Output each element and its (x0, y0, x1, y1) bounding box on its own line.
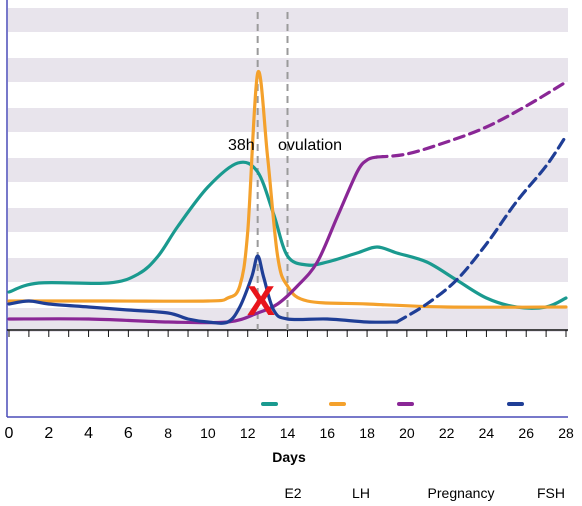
x-tick-label: 2 (44, 425, 53, 442)
x-tick-label: 20 (399, 425, 415, 441)
series-line-pregnancy (7, 155, 379, 325)
series-line-e2 (7, 160, 568, 310)
x-axis-title: Days (272, 449, 306, 465)
legend-label-e2: E2 (284, 485, 301, 501)
x-tick-label: 8 (164, 425, 172, 441)
legend-label-pregnancy: Pregnancy (428, 485, 495, 501)
x-tick-label: 0 (5, 425, 14, 442)
series-line-lh (7, 69, 568, 309)
x-tick-label: 12 (240, 425, 256, 441)
x-tick-label: 22 (439, 425, 455, 441)
annotation-cross: X (247, 277, 275, 324)
x-tick-label: 4 (84, 425, 93, 442)
x-tick-label: 26 (518, 425, 534, 441)
series-line-fsh-projected (395, 134, 568, 324)
x-axis-ticks (8, 330, 567, 337)
series-line-fsh (7, 254, 399, 325)
x-tick-label: 10 (200, 425, 216, 441)
annotation-ovulation: ovulation (278, 137, 342, 154)
x-tick-label: 14 (280, 425, 296, 441)
x-tick-label: 24 (479, 425, 495, 441)
series-layer (7, 69, 568, 325)
x-tick-label: 18 (359, 425, 375, 441)
x-tick-label: 16 (319, 425, 335, 441)
series-line-pregnancy-projected (375, 80, 568, 159)
legend-label-lh: LH (352, 485, 370, 501)
x-tick-label: 28 (558, 425, 574, 441)
annotation-38h: 38h (228, 137, 255, 154)
legend-label-fsh: FSH (537, 485, 565, 501)
x-tick-labels: 0 2 4 6 8 10 12 14 16 18 20 22 24 26 28 (5, 425, 574, 442)
x-tick-label: 6 (124, 425, 133, 442)
